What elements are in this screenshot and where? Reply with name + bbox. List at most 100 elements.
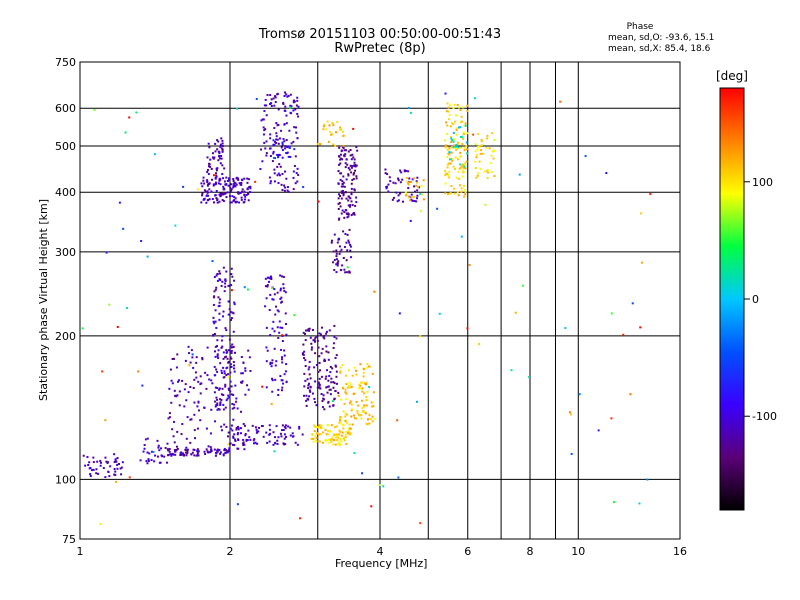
data-point	[452, 123, 455, 126]
data-point	[477, 343, 480, 346]
data-point	[194, 437, 197, 440]
data-point	[463, 124, 466, 127]
data-point	[305, 404, 308, 407]
data-point	[218, 270, 221, 273]
data-point	[214, 150, 217, 153]
data-point	[283, 123, 286, 126]
data-point	[88, 461, 91, 464]
data-point	[173, 441, 176, 444]
data-point	[226, 451, 229, 454]
data-point	[215, 197, 218, 200]
data-point	[350, 187, 353, 190]
data-point	[351, 165, 354, 168]
data-point	[364, 382, 367, 385]
data-point	[480, 149, 483, 152]
data-point	[281, 326, 284, 329]
data-point	[176, 380, 179, 383]
data-point	[337, 260, 340, 263]
data-point	[362, 405, 365, 408]
data-point	[341, 180, 344, 183]
data-point	[191, 451, 194, 454]
data-point	[283, 373, 286, 376]
data-point	[116, 467, 119, 470]
data-point	[222, 376, 225, 379]
data-point	[215, 274, 218, 277]
data-point	[340, 248, 343, 251]
data-point	[292, 170, 295, 173]
data-point	[233, 351, 236, 354]
data-point	[364, 410, 367, 413]
data-point	[193, 413, 196, 416]
data-point	[278, 163, 281, 166]
data-point	[269, 293, 272, 296]
data-point	[252, 439, 255, 442]
data-point	[484, 203, 487, 206]
data-point	[340, 398, 343, 401]
data-point	[347, 213, 350, 216]
data-point	[230, 385, 233, 388]
data-point	[338, 418, 341, 421]
data-point	[229, 345, 232, 348]
data-point	[514, 311, 517, 314]
data-point	[217, 182, 220, 185]
data-point	[216, 199, 219, 202]
data-point	[366, 362, 369, 365]
data-point	[223, 423, 226, 426]
data-point	[314, 380, 317, 383]
data-point	[350, 200, 353, 203]
data-point	[455, 133, 458, 136]
data-point	[344, 162, 347, 165]
data-point	[227, 313, 230, 316]
data-point	[436, 207, 439, 210]
data-point	[372, 405, 375, 408]
data-point	[224, 285, 227, 288]
data-point	[463, 188, 466, 191]
data-point	[354, 165, 357, 168]
data-point	[344, 209, 347, 212]
data-point	[410, 193, 413, 196]
data-point	[318, 332, 321, 335]
data-point	[474, 143, 477, 146]
data-point	[326, 391, 329, 394]
data-point	[325, 386, 328, 389]
plot-frame	[79, 61, 681, 540]
data-point	[233, 196, 236, 199]
data-point	[324, 128, 327, 131]
data-point	[308, 366, 311, 369]
data-point	[223, 370, 226, 373]
x-axis-ticks: 1 2 4 6 8 10 16	[77, 545, 688, 558]
data-point	[287, 425, 290, 428]
data-point	[86, 456, 89, 459]
data-point	[107, 471, 110, 474]
data-point	[328, 405, 331, 408]
data-point	[255, 431, 258, 434]
data-point	[353, 366, 356, 369]
data-point	[370, 505, 373, 508]
data-point	[199, 392, 202, 395]
data-point	[325, 345, 328, 348]
data-point	[413, 190, 416, 193]
data-point	[216, 408, 219, 411]
data-point	[226, 373, 229, 376]
data-point	[463, 165, 466, 168]
data-point	[189, 361, 192, 364]
data-point	[232, 312, 235, 315]
data-point	[351, 153, 354, 156]
data-point	[328, 124, 331, 127]
x-tick-label: 6	[464, 545, 471, 558]
data-point	[242, 361, 245, 364]
data-point	[231, 402, 234, 405]
data-point	[214, 420, 217, 423]
data-point	[344, 412, 347, 415]
data-point	[219, 402, 222, 405]
data-point	[157, 446, 160, 449]
data-point	[173, 389, 176, 392]
data-point	[222, 403, 225, 406]
data-point	[362, 411, 365, 414]
data-point	[465, 141, 468, 144]
data-point	[284, 427, 287, 430]
data-point	[266, 285, 269, 288]
data-point	[276, 291, 279, 294]
data-point	[222, 366, 225, 369]
data-point	[327, 438, 330, 441]
